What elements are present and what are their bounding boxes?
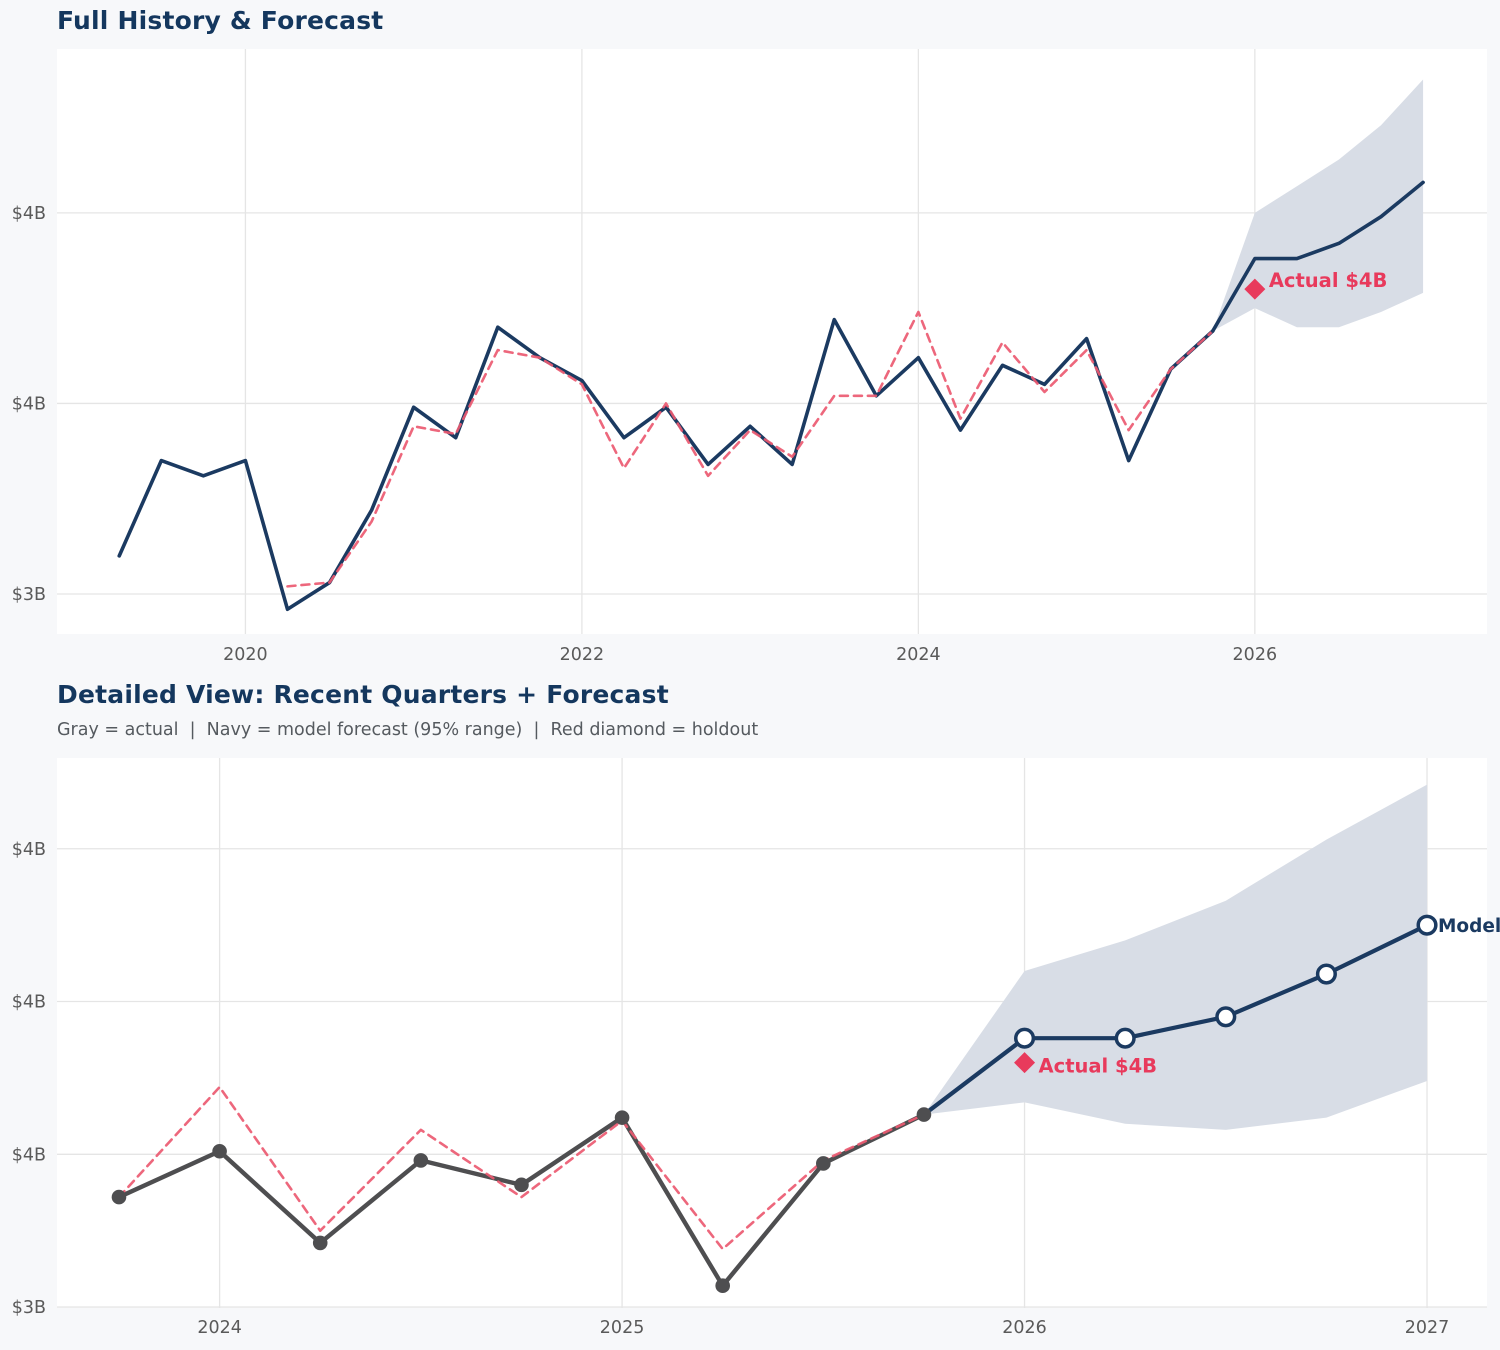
actual-point-dot [816, 1156, 831, 1171]
x-axis-tick-label: 2026 [1233, 645, 1278, 665]
y-axis-tick-label: $3B [12, 1298, 46, 1318]
x-axis-tick-label: 2024 [896, 645, 941, 665]
detailed-chart: Actual $4B Model $3B $4B $4B $4B 2024 2025 2026 2… [12, 758, 1500, 1338]
y-axis-tick-label: $4B [12, 993, 46, 1013]
y-axis-tick-label: $4B [12, 840, 46, 860]
x-axis-tick-label: 2027 [1405, 1318, 1450, 1338]
detailed-chart-legend-subtitle: Gray = actual | Navy = model forecast (9… [57, 720, 759, 740]
model-line-label: Model [1438, 916, 1500, 937]
y-axis-tick-label: $4B [12, 204, 46, 224]
forecast-line [921, 923, 1430, 1117]
x-axis-tick-label: 2020 [223, 645, 268, 665]
actual-line [117, 317, 1215, 612]
actual-point-dot [111, 1189, 127, 1205]
x-axis-tick-label: 2022 [560, 645, 605, 665]
y-axis-tick-label: $4B [12, 1145, 46, 1165]
holdout-diamond [1244, 278, 1266, 300]
actual-point-dot [715, 1278, 730, 1293]
forecast-line [1210, 180, 1425, 333]
x-axis-tick-label: 2026 [1002, 1318, 1047, 1338]
holdout-annotation: Actual $4B [1039, 1055, 1158, 1078]
x-axis-tick-label: 2025 [600, 1318, 645, 1338]
detailed-chart-title: Detailed View: Recent Quarters + Forecas… [57, 680, 669, 709]
forecast-point-marker [1315, 963, 1337, 985]
y-axis-tick-label: $3B [12, 585, 46, 605]
full_history-chart: Actual $4B $3B $4B $4B 2020 2022 2024 2026 [12, 49, 1487, 665]
y-axis-tick-label: $4B [12, 394, 46, 414]
holdout-diamond [1014, 1052, 1036, 1074]
forecast-point-marker [1114, 1027, 1136, 1049]
actual-point-dot [312, 1235, 328, 1251]
actual-point-dot [514, 1177, 529, 1193]
actual-point-dot [413, 1153, 429, 1168]
forecast-confidence-band [923, 784, 1428, 1130]
x-axis-tick-label: 2024 [197, 1318, 242, 1338]
forecast-point-marker [1215, 1006, 1237, 1028]
forecast-point-marker [1416, 914, 1438, 936]
full-history-chart-title: Full History & Forecast [57, 6, 384, 35]
actual-point-dot [614, 1110, 630, 1125]
actual-point-dot [212, 1143, 227, 1159]
fitted-line [117, 1085, 926, 1251]
forecast-confidence-band [1212, 79, 1424, 332]
plot-area [57, 49, 1487, 634]
actual-point-dot [916, 1107, 932, 1122]
forecast-point-marker [1014, 1027, 1036, 1049]
holdout-annotation: Actual $4B [1269, 269, 1388, 292]
